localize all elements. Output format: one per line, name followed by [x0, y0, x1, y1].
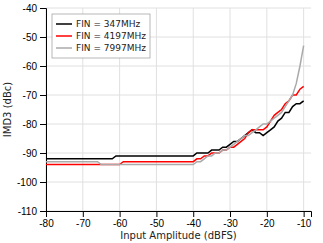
tick-mark — [40, 8, 46, 9]
grid-line — [266, 8, 267, 211]
tick-mark — [40, 95, 46, 96]
tick: -70 — [23, 90, 46, 101]
tick-mark — [120, 211, 121, 217]
tick: -10 — [297, 211, 312, 229]
grid — [46, 8, 311, 211]
tick-mark — [156, 211, 157, 217]
tick-label: -30 — [223, 218, 238, 229]
tick: -80 — [23, 119, 46, 130]
tick-label: -40 — [23, 3, 38, 14]
tick-label: -80 — [39, 218, 54, 229]
axis-line — [40, 9, 47, 212]
tick-label: -80 — [23, 119, 38, 130]
tick: -50 — [150, 211, 165, 229]
line — [46, 46, 304, 165]
tick-mark — [40, 211, 46, 212]
tick-mark — [83, 211, 84, 217]
grid-line — [230, 8, 231, 211]
grid-line — [303, 8, 304, 211]
tick-mark — [40, 37, 46, 38]
tick: -30 — [223, 211, 238, 229]
grid-line — [46, 153, 311, 154]
legend-label: FIN = 347MHz — [76, 19, 141, 29]
grid-line — [46, 182, 311, 183]
tick: -110 — [18, 206, 46, 217]
line — [46, 101, 304, 159]
line — [46, 86, 304, 164]
tick: -40 — [23, 3, 46, 14]
legend-box — [52, 14, 150, 58]
tick-mark — [40, 182, 46, 183]
grid-line — [46, 8, 311, 9]
grid-line — [156, 8, 157, 211]
tick-mark — [267, 211, 268, 217]
tick-label: -90 — [23, 148, 38, 159]
legend-label: FIN = 7997MHz — [76, 43, 146, 53]
tick-mark — [40, 124, 46, 125]
legend-swatch — [56, 23, 72, 25]
tick-label: -110 — [18, 206, 38, 217]
tick-label: -40 — [186, 218, 201, 229]
tick-label: -70 — [76, 218, 91, 229]
tick-label: -100 — [17, 177, 37, 188]
grid-line — [46, 95, 311, 96]
x-axis: -80 -70 -60 -50 -40 -30 -20 -10 — [39, 211, 312, 229]
plot-area — [46, 46, 304, 165]
tick: -60 — [113, 211, 128, 229]
tick: -80 — [39, 211, 54, 229]
tick-label: -10 — [297, 218, 312, 229]
grid-line — [46, 124, 311, 125]
tick-mark — [230, 211, 231, 217]
legend-swatch — [56, 35, 72, 37]
axis-line — [47, 212, 312, 218]
legend: FIN = 347MHz FIN = 4197MHz FIN = 7997MHz — [52, 14, 150, 58]
tick-mark — [40, 66, 46, 67]
grid-line — [193, 8, 194, 211]
tick-label: -50 — [23, 32, 38, 43]
chart: -80 -70 -60 -50 -40 -30 -20 -10 -110 -100 -90 -80 -7… — [0, 0, 323, 243]
tick: -50 — [23, 32, 46, 43]
tick-label: -20 — [260, 218, 275, 229]
tick: -70 — [76, 211, 91, 229]
tick-label: -70 — [23, 90, 38, 101]
legend-label: FIN = 4197MHz — [76, 31, 146, 41]
tick-label: -50 — [150, 218, 165, 229]
y-axis: -110 -100 -90 -80 -70 -60 -50 -40 — [17, 3, 47, 217]
grid-line — [46, 66, 311, 67]
tick: -60 — [23, 61, 46, 72]
tick-label: -60 — [23, 61, 38, 72]
legend-item: FIN = 4197MHz — [56, 31, 146, 41]
legend-item: FIN = 7997MHz — [56, 43, 146, 53]
tick: -90 — [23, 148, 46, 159]
tick-mark — [304, 211, 305, 217]
y-axis-title: IMD3 (dBc) — [2, 82, 13, 137]
tick-label: -60 — [113, 218, 128, 229]
tick: -20 — [260, 211, 275, 229]
tick: -40 — [186, 211, 201, 229]
legend-swatch — [56, 47, 72, 49]
legend-item: FIN = 347MHz — [56, 19, 141, 29]
tick-mark — [40, 153, 46, 154]
tick-mark — [193, 211, 194, 217]
tick: -100 — [17, 177, 46, 188]
x-axis-title: Input Amplitude (dBFS) — [120, 230, 237, 241]
